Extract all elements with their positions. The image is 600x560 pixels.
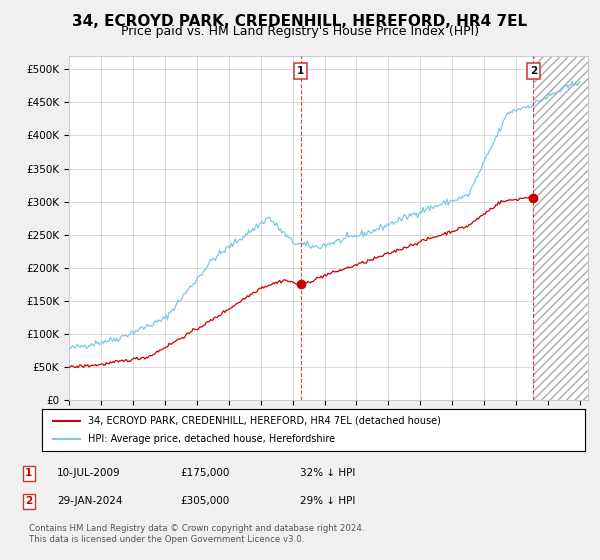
- Text: 2: 2: [530, 66, 537, 76]
- Text: HPI: Average price, detached house, Herefordshire: HPI: Average price, detached house, Here…: [88, 434, 335, 444]
- Text: £175,000: £175,000: [180, 468, 229, 478]
- Text: 32% ↓ HPI: 32% ↓ HPI: [300, 468, 355, 478]
- Text: 1: 1: [25, 468, 32, 478]
- Text: 10-JUL-2009: 10-JUL-2009: [57, 468, 121, 478]
- Text: £305,000: £305,000: [180, 496, 229, 506]
- Text: 29-JAN-2024: 29-JAN-2024: [57, 496, 122, 506]
- Text: 1: 1: [297, 66, 304, 76]
- Text: 34, ECROYD PARK, CREDENHILL, HEREFORD, HR4 7EL: 34, ECROYD PARK, CREDENHILL, HEREFORD, H…: [73, 14, 527, 29]
- Text: Price paid vs. HM Land Registry's House Price Index (HPI): Price paid vs. HM Land Registry's House …: [121, 25, 479, 38]
- Text: 34, ECROYD PARK, CREDENHILL, HEREFORD, HR4 7EL (detached house): 34, ECROYD PARK, CREDENHILL, HEREFORD, H…: [88, 416, 441, 426]
- Text: Contains HM Land Registry data © Crown copyright and database right 2024.
This d: Contains HM Land Registry data © Crown c…: [29, 524, 364, 544]
- Text: 29% ↓ HPI: 29% ↓ HPI: [300, 496, 355, 506]
- Bar: [533, 56, 588, 400]
- Text: 2: 2: [25, 496, 32, 506]
